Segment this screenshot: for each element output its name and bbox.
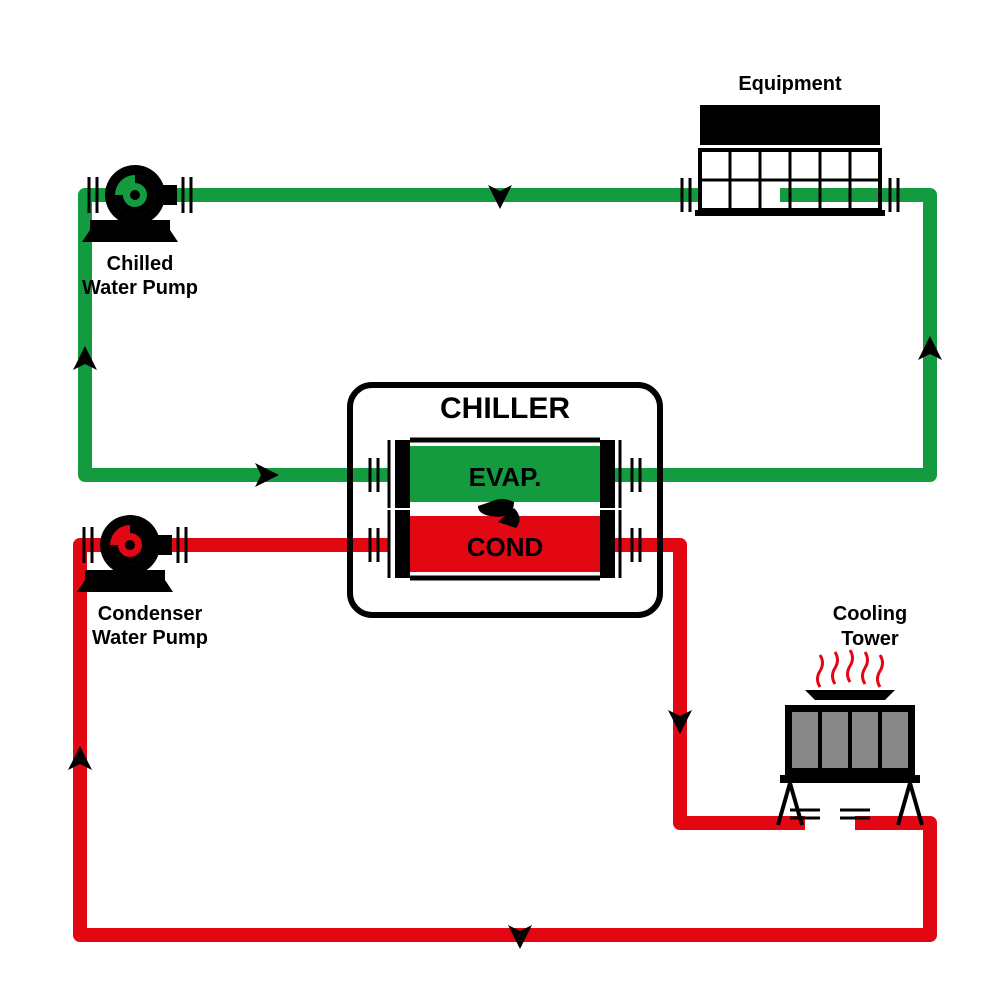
- chiller-system-diagram: CHILLER EVAP. COND: [0, 0, 1000, 1000]
- condenser-water-pump: [77, 515, 186, 592]
- equipment-label: Equipment: [738, 73, 842, 95]
- chilled-water-pump: [82, 165, 191, 242]
- chiller-title: CHILLER: [440, 392, 570, 425]
- chiller: CHILLER EVAP. COND: [350, 385, 660, 615]
- cooling-tower-label-2: Tower: [841, 628, 899, 650]
- condenser-pump-label-1: Condenser: [98, 603, 203, 625]
- evaporator: EVAP.: [389, 440, 620, 508]
- condenser-pump-label-2: Water Pump: [92, 627, 208, 649]
- red-flow-arrows: [68, 710, 692, 949]
- cooling-tower: Cooling Tower: [778, 603, 922, 825]
- chilled-pump-label-1: Chilled: [107, 253, 174, 275]
- chilled-water-loop: [85, 195, 930, 475]
- cond-label: COND: [467, 532, 544, 562]
- heat-waves-icon: [818, 650, 883, 687]
- chilled-pump-label-2: Water Pump: [82, 277, 198, 299]
- evap-label: EVAP.: [469, 462, 542, 492]
- cooling-tower-label-1: Cooling: [833, 603, 907, 625]
